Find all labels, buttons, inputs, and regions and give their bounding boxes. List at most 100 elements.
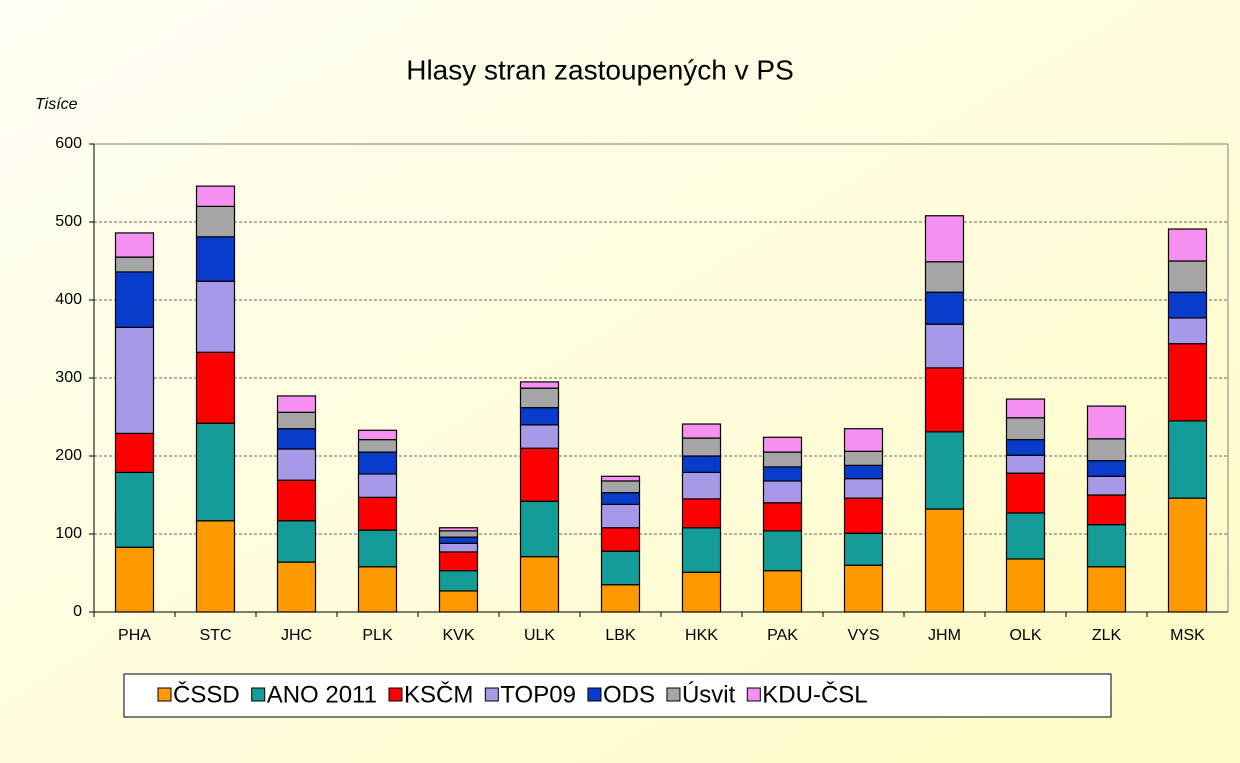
- bar-segment: [1167, 291, 1208, 319]
- bar-segment: [843, 497, 884, 534]
- legend-box: [123, 673, 1112, 718]
- bar-segment: [1167, 343, 1208, 422]
- bar-segment: [600, 492, 641, 505]
- bar-segment: [114, 232, 155, 258]
- bar-segment: [276, 520, 317, 563]
- legend-label: ANO 2011: [267, 681, 377, 708]
- bar-segment: [519, 387, 560, 409]
- bar-segment: [762, 502, 803, 532]
- bar-segment: [924, 261, 965, 293]
- bar-segment: [681, 527, 722, 573]
- legend-label: KDU-ČSL: [762, 680, 867, 708]
- legend-label: TOP09: [500, 681, 576, 708]
- bar-segment: [357, 496, 398, 531]
- bar-segment: [438, 542, 479, 553]
- bar-segment: [600, 527, 641, 552]
- legend-swatch: [666, 687, 681, 702]
- bar-segment: [195, 280, 236, 353]
- y-tick-label: 300: [55, 369, 82, 386]
- bar-segment: [357, 429, 398, 441]
- bar-segment: [1086, 494, 1127, 526]
- bar-segment: [1086, 460, 1127, 477]
- bar-segment: [276, 428, 317, 450]
- y-axis-label: Tisíce: [35, 96, 78, 113]
- bar-segment: [1005, 454, 1046, 474]
- bar-segment: [276, 411, 317, 430]
- bar-segment: [1167, 420, 1208, 499]
- bar-segment: [924, 215, 965, 263]
- bar-segment: [114, 326, 155, 434]
- bar-segment: [681, 471, 722, 500]
- x-tick-label: PLK: [362, 627, 393, 644]
- bar-segment: [762, 436, 803, 453]
- x-tick-label: KVK: [442, 627, 474, 644]
- bar-segment: [438, 590, 479, 613]
- bar-segment: [357, 529, 398, 568]
- bar-segment: [114, 471, 155, 548]
- x-tick-label: JHC: [281, 627, 312, 644]
- bar-segment: [519, 381, 560, 389]
- bar-segment: [1167, 497, 1208, 613]
- bar-segment: [762, 480, 803, 504]
- bar-segment: [1086, 438, 1127, 462]
- legend-swatch: [587, 687, 602, 702]
- bar-segment: [1005, 417, 1046, 441]
- bar-segment: [924, 291, 965, 325]
- bar-segment: [1167, 260, 1208, 293]
- bar-segment: [1005, 439, 1046, 456]
- bar-segment: [762, 530, 803, 572]
- bar-segment: [276, 479, 317, 522]
- bar-segment: [519, 407, 560, 426]
- legend-label: KSČM: [404, 680, 473, 708]
- bar-segment: [357, 439, 398, 453]
- bar-segment: [924, 508, 965, 613]
- bar-segment: [600, 550, 641, 586]
- bar-segment: [762, 466, 803, 482]
- x-tick-label: OLK: [1009, 627, 1041, 644]
- bar-segment: [1005, 398, 1046, 419]
- bar-segment: [357, 566, 398, 613]
- bar-segment: [843, 478, 884, 499]
- legend-swatch: [746, 687, 761, 702]
- bar-segment: [276, 448, 317, 481]
- y-tick-label: 500: [55, 213, 82, 230]
- bar-segment: [681, 423, 722, 439]
- bar-segment: [519, 447, 560, 502]
- bar-segment: [1086, 524, 1127, 568]
- legend-swatch: [251, 687, 266, 702]
- bar-segment: [1086, 405, 1127, 440]
- bar-segment: [195, 185, 236, 207]
- bar-segment: [681, 437, 722, 457]
- y-tick-label: 600: [55, 135, 82, 152]
- bar-segment: [600, 503, 641, 529]
- bar-segment: [519, 500, 560, 558]
- bar-segment: [1005, 472, 1046, 514]
- bar-segment: [195, 351, 236, 424]
- bar-segment: [357, 451, 398, 475]
- x-tick-label: ZLK: [1092, 627, 1122, 644]
- x-tick-label: PAK: [767, 627, 798, 644]
- bar-segment: [681, 571, 722, 613]
- y-tick-label: 400: [55, 291, 82, 308]
- bar-segment: [114, 256, 155, 273]
- x-tick-label: MSK: [1170, 627, 1205, 644]
- bar-segment: [519, 556, 560, 613]
- bar-segment: [1086, 475, 1127, 496]
- bar-segment: [438, 536, 479, 544]
- y-tick-label: 100: [55, 525, 82, 542]
- bar-segment: [843, 564, 884, 613]
- legend-swatch: [484, 687, 499, 702]
- legend-swatch: [388, 687, 403, 702]
- bar-segment: [195, 205, 236, 238]
- bar-segment: [114, 432, 155, 473]
- legend-label: ČSSD: [173, 680, 240, 708]
- bar-segment: [1005, 512, 1046, 560]
- legend-label: Úsvit: [682, 681, 736, 708]
- bar-segment: [600, 475, 641, 482]
- bar-segment: [600, 584, 641, 613]
- bar-segment: [276, 561, 317, 613]
- y-tick-label: 0: [73, 603, 82, 620]
- bar-segment: [600, 480, 641, 494]
- x-tick-label: PHA: [118, 627, 151, 644]
